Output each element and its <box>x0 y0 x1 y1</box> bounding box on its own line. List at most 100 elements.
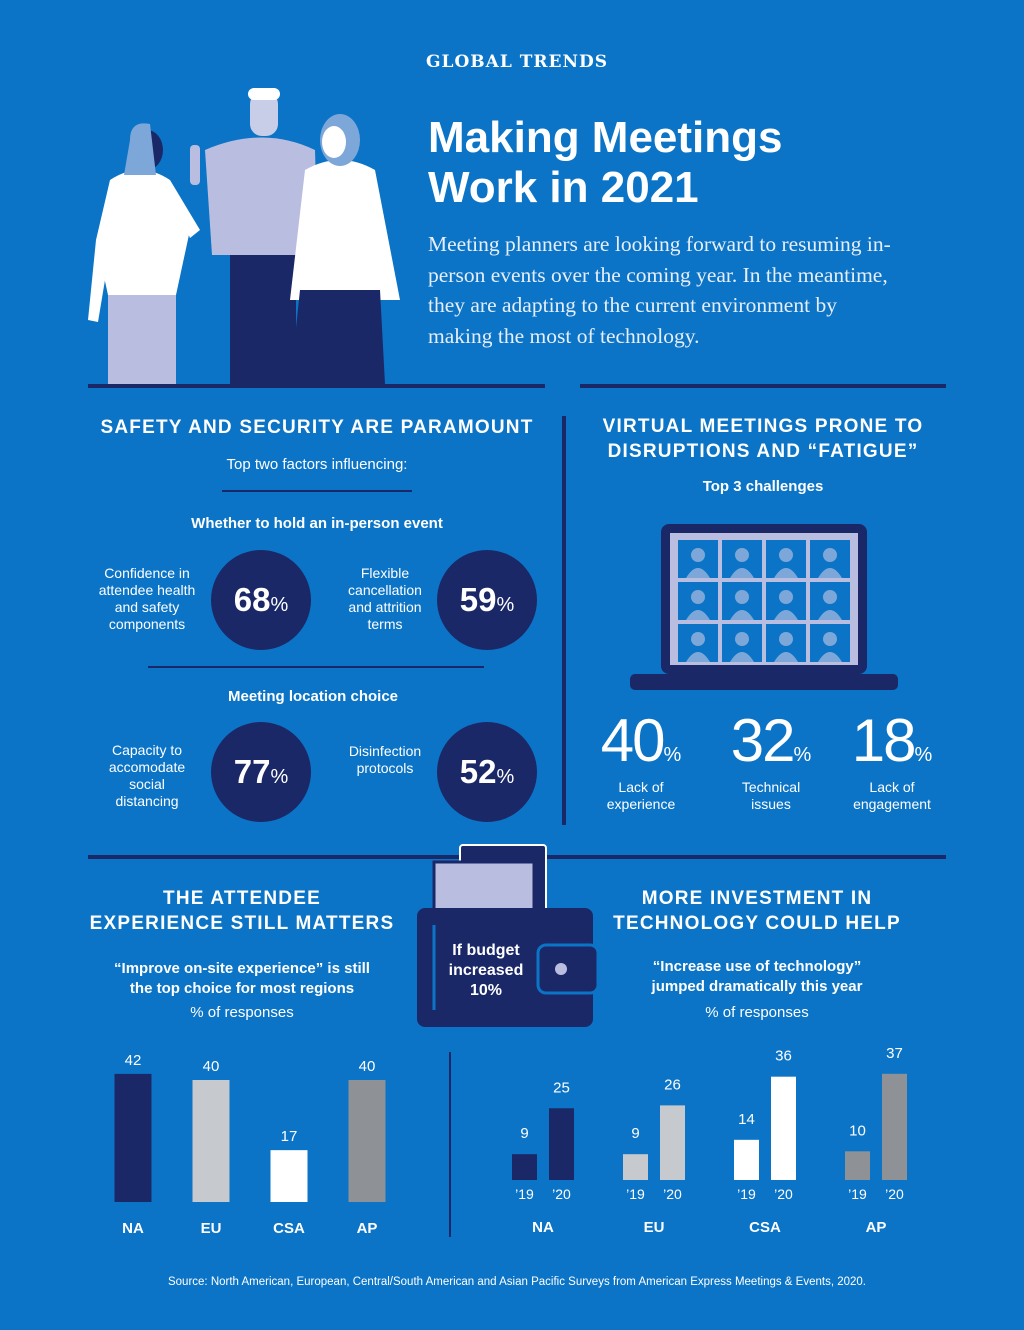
section-title: SAFETY AND SECURITY ARE PARAMOUNT <box>100 417 534 438</box>
bar <box>660 1105 685 1180</box>
note: % of responses <box>190 1004 294 1021</box>
stat-unit: % <box>270 594 289 616</box>
stat-value: 77 <box>233 753 271 790</box>
stat-value: 68 <box>233 581 271 618</box>
challenge-stat: 40% <box>601 706 682 775</box>
value-label: 9 <box>631 1125 639 1142</box>
value-label: 42 <box>125 1052 142 1069</box>
value-label: 37 <box>886 1045 903 1062</box>
note: % of responses <box>705 1004 809 1021</box>
bar <box>192 1080 230 1202</box>
title-line: MORE INVESTMENT IN <box>641 888 873 909</box>
tile-head <box>691 548 705 562</box>
series-label: ’20 <box>663 1186 682 1202</box>
bar <box>845 1151 870 1180</box>
stat-unit: % <box>793 744 812 766</box>
stat-unit: % <box>270 766 289 788</box>
title-line: EXPERIENCE STILL MATTERS <box>89 913 395 934</box>
value-label: 14 <box>738 1111 755 1128</box>
quote: “Improve on-site experience” is still th… <box>114 959 370 999</box>
intro: Meeting planners are looking forward to … <box>428 232 891 348</box>
tile-body <box>686 652 710 662</box>
title-line: THE ATTENDEE <box>163 888 321 909</box>
section-title: VIRTUAL MEETINGS PRONE TO DISRUPTIONS AN… <box>603 414 924 464</box>
category-label: CSA <box>273 1220 305 1237</box>
quote-line: jumped dramatically this year <box>651 978 863 995</box>
bar <box>623 1154 648 1180</box>
stat-circle: 52% <box>437 722 537 822</box>
stat-label: Capacity to accomodate social distancing <box>108 742 186 809</box>
tile-head <box>779 632 793 646</box>
stat-circle: 77% <box>211 722 311 822</box>
kicker: GLOBAL TRENDS <box>425 52 609 72</box>
bar <box>348 1080 386 1202</box>
title-line: TECHNOLOGY COULD HELP <box>613 913 901 934</box>
value-label: 9 <box>520 1125 528 1142</box>
bar <box>734 1139 759 1180</box>
tile-body <box>730 568 754 578</box>
wallet-text: If budget increased 10% <box>449 941 524 1001</box>
title: Making Meetings Work in 2021 <box>428 113 783 213</box>
tile-body <box>818 568 842 578</box>
tile-head <box>735 548 749 562</box>
stat-value: 52 <box>459 753 497 790</box>
tile-head <box>779 590 793 604</box>
tile-body <box>774 652 798 662</box>
tile-head <box>735 590 749 604</box>
tile-head <box>779 548 793 562</box>
section-title: THE ATTENDEE EXPERIENCE STILL MATTERS <box>90 886 395 936</box>
value-label: 17 <box>281 1128 298 1145</box>
title-line: Making Meetings <box>428 113 783 162</box>
stat-value: 40 <box>600 707 666 774</box>
title-line: VIRTUAL MEETINGS PRONE TO <box>602 416 924 437</box>
tile-body <box>818 610 842 620</box>
stat-label: Lack of experience <box>606 779 676 812</box>
value-label: 40 <box>359 1058 376 1075</box>
stat-label: Flexible cancellation and attrition term… <box>348 565 422 632</box>
category-label: EU <box>201 1220 222 1237</box>
stat-label: Confidence in attendee health and safety… <box>98 565 196 632</box>
challenge-stat: 18% <box>852 706 933 775</box>
tile-body <box>818 652 842 662</box>
stat-label: Technical issues <box>741 779 801 812</box>
tile-body <box>686 568 710 578</box>
bar <box>771 1076 796 1180</box>
bar <box>114 1073 152 1202</box>
title-line: Work in 2021 <box>428 163 699 212</box>
series-label: ’19 <box>848 1186 867 1202</box>
wallet-line: increased <box>448 962 524 979</box>
quote: “Increase use of technology” jumped dram… <box>652 957 863 997</box>
people-illustration <box>88 88 400 384</box>
dividers <box>88 384 946 1237</box>
series-label: ’20 <box>552 1186 571 1202</box>
title-line: DISRUPTIONS AND “FATIGUE” <box>607 441 919 462</box>
category-label: AP <box>866 1219 887 1236</box>
category-label: NA <box>122 1220 144 1237</box>
category-label: EU <box>644 1219 665 1236</box>
stat-unit: % <box>663 744 682 766</box>
tile-head <box>823 548 837 562</box>
tile-head <box>735 632 749 646</box>
quote-line: “Improve on-site experience” is still <box>114 960 370 977</box>
category-label: NA <box>532 1219 554 1236</box>
group-heading: Whether to hold an in-person event <box>191 515 443 532</box>
series-label: ’19 <box>737 1186 756 1202</box>
stat-value: 18 <box>851 707 917 774</box>
quote-line: “Increase use of technology” <box>652 958 862 975</box>
tile-head <box>823 590 837 604</box>
tile-body <box>774 568 798 578</box>
category-label: CSA <box>749 1219 781 1236</box>
wallet-line: If budget <box>452 942 520 959</box>
tile-head <box>691 590 705 604</box>
group-heading: Meeting location choice <box>227 688 399 705</box>
tile-body <box>686 610 710 620</box>
bar <box>882 1073 907 1180</box>
category-label: AP <box>357 1220 378 1237</box>
stat-unit: % <box>914 744 933 766</box>
stat-value: 32 <box>730 707 796 774</box>
stat-value: 59 <box>459 581 497 618</box>
bar <box>512 1154 537 1180</box>
stat-unit: % <box>496 766 515 788</box>
